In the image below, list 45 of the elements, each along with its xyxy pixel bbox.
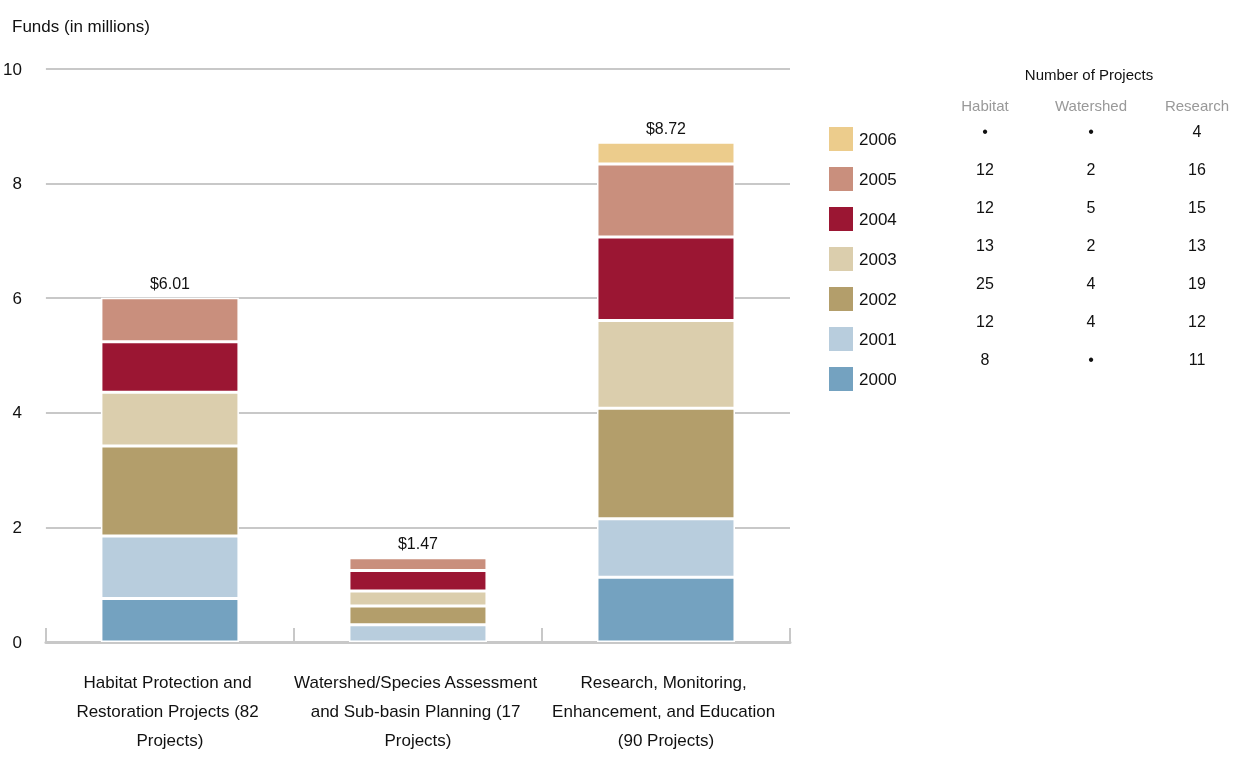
text: 4	[1086, 313, 1096, 330]
text: 12	[976, 199, 994, 216]
text: 4	[1192, 123, 1202, 140]
total-label: $8.72	[645, 119, 687, 137]
text: 2	[1086, 237, 1096, 254]
text: •	[1088, 123, 1094, 140]
x-tick-label: Research, Monitoring, Enhancement, and Education (90 Projects)	[552, 673, 780, 750]
text: 5	[1086, 199, 1096, 216]
y-tick-label: 4	[12, 403, 22, 423]
total-label: $6.01	[149, 275, 191, 293]
text: 15	[1188, 199, 1206, 216]
legend-label: 2000	[859, 369, 897, 389]
legend-label: 2004	[859, 209, 897, 229]
x-tick-label: Habitat Protection and Restoration Projects (82 Projects)	[76, 673, 264, 750]
y-tick-label: 8	[12, 174, 22, 194]
text: 16	[1188, 161, 1206, 178]
legend-label: 2006	[859, 129, 897, 149]
y-tick-label: 10	[2, 59, 22, 79]
text: 13	[1188, 237, 1206, 254]
text: Number of Projects	[1023, 66, 1155, 83]
total-label: $1.47	[397, 535, 439, 553]
text: 19	[1188, 275, 1206, 292]
y-tick-label: 6	[12, 288, 22, 308]
text: 4	[1086, 275, 1096, 292]
legend-label: 2001	[859, 329, 897, 349]
text: 12	[976, 161, 994, 178]
category-label: Research	[1163, 97, 1231, 114]
y-tick-label: 0	[12, 632, 22, 652]
text: •	[1088, 351, 1094, 368]
text: 2	[1086, 161, 1096, 178]
legend-label: 2002	[859, 289, 897, 309]
text: 12	[1188, 313, 1206, 330]
text: 8	[980, 351, 990, 368]
category-label: Habitat	[960, 97, 1010, 114]
text: 11	[1188, 351, 1206, 368]
text: •	[982, 123, 988, 140]
y-axis-title: Funds (in millions)	[12, 17, 150, 36]
y-tick-label: 2	[12, 517, 22, 537]
text: 12	[976, 313, 994, 330]
legend-label: 2003	[859, 249, 897, 269]
legend-label: 2005	[859, 169, 897, 189]
text: 13	[976, 237, 994, 254]
x-tick-label: Watershed/Species Assessment and Sub-basin Planning (17 Projects)	[294, 673, 542, 750]
category-label: Watershed	[1054, 97, 1128, 114]
text: 25	[976, 275, 994, 292]
